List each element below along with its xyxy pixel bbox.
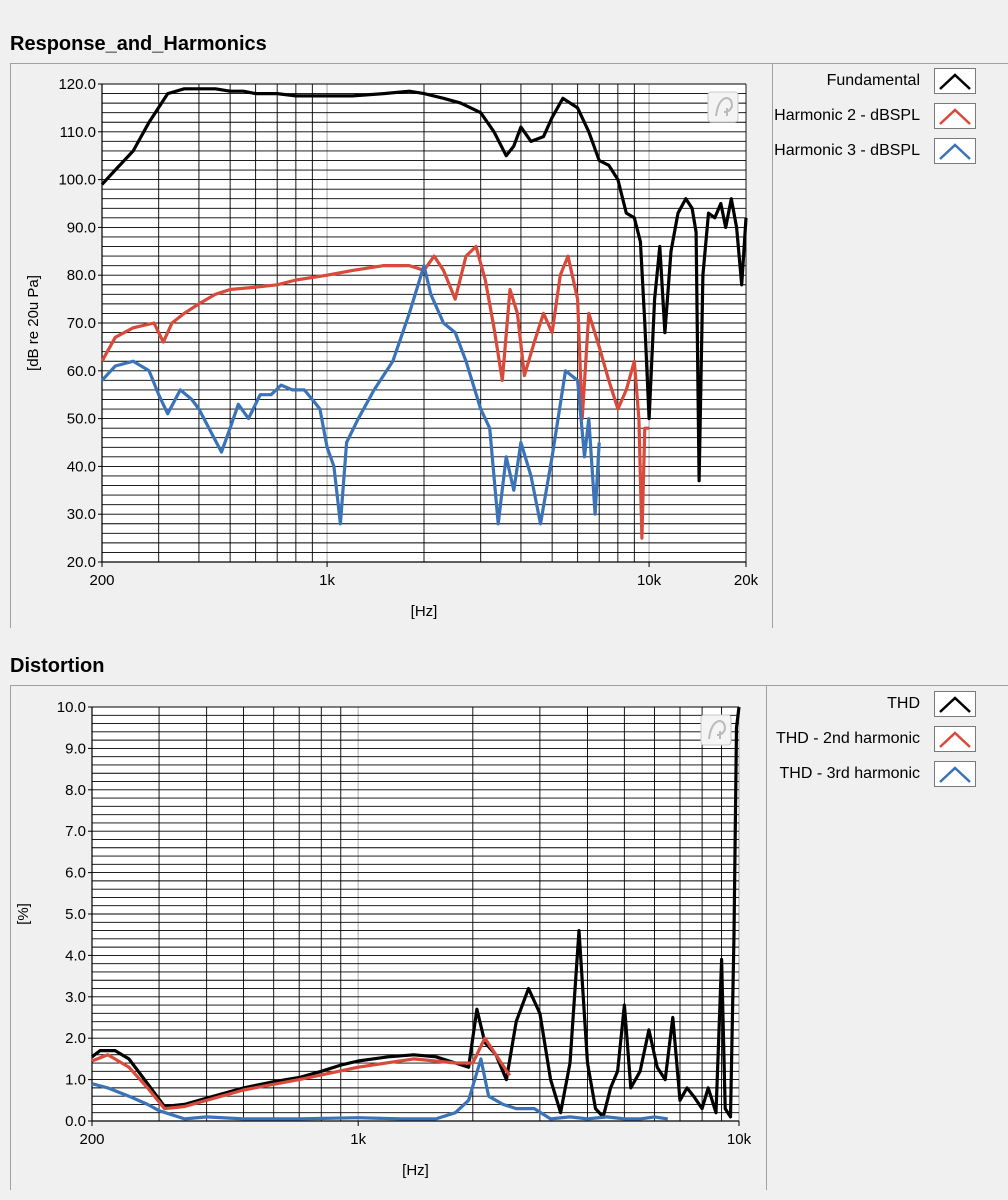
chart2-y-tick-label: 1.0	[65, 1072, 86, 1089]
chart1-y-tick-label: 70.0	[67, 315, 96, 332]
chart2-y-tick-label: 9.0	[65, 740, 86, 757]
chart2-y-tick-label: 3.0	[65, 989, 86, 1006]
chart2-legend-label: THD - 2nd harmonic	[775, 730, 920, 747]
chart2-panel-left-border	[10, 685, 11, 1190]
chart1-legend-swatch-icon	[934, 68, 976, 94]
chart1-plot: 20.0 30.0 40.0 50.0 60.0 70.0 80.0 90.0 100.0 110…	[25, 76, 759, 620]
chart1-legend: Fundamental Harmonic 2 - dBSPL Harmonic 3 …	[772, 66, 976, 166]
chart1-legend-label: Harmonic 3 - dBSPL	[774, 142, 920, 159]
chart2-x-axis-label: [Hz]	[402, 1162, 429, 1179]
chart1-plot-tool-icon[interactable]	[707, 91, 739, 123]
chart1-y-tick-label: 120.0	[58, 76, 96, 93]
chart1-series-line-2	[100, 244, 650, 540]
chart1-legend-item[interactable]: Fundamental	[827, 66, 976, 96]
chart1-y-tick-label: 80.0	[67, 267, 96, 284]
chart1-title: Response_and_Harmonics	[10, 33, 267, 55]
chart2-y-tick-label: 10.0	[57, 699, 86, 716]
chart1-y-tick-label: 50.0	[67, 411, 96, 428]
chart2-legend-item[interactable]: THD	[887, 689, 976, 719]
chart2-panel-top-border	[10, 685, 1008, 686]
chart2-y-axis-label: [%]	[15, 903, 32, 925]
chart2-y-tick-label: 8.0	[65, 782, 86, 799]
chart2-series-line-1	[91, 706, 741, 1119]
chart1-x-tick-label: 200	[89, 572, 114, 589]
chart2-plot-tool-icon[interactable]	[700, 714, 732, 746]
chart2-y-tick-label: 4.0	[65, 947, 86, 964]
chart2-series-line-3	[91, 1057, 669, 1121]
chart2-legend-label: THD	[887, 695, 920, 712]
chart2-legend-swatch-icon	[934, 761, 976, 787]
chart1-legend-swatch-icon	[934, 138, 976, 164]
chart1-panel-top-border	[10, 63, 1008, 64]
chart2-y-tick-label: 2.0	[65, 1030, 86, 1047]
chart1-y-tick-label: 60.0	[67, 363, 96, 380]
chart2-legend-swatch-icon	[934, 726, 976, 752]
chart1-x-axis-label: [Hz]	[411, 603, 438, 620]
chart1-legend-item[interactable]: Harmonic 2 - dBSPL	[774, 101, 976, 131]
chart1-y-tick-label: 40.0	[67, 458, 96, 475]
chart1-x-tick-label: 20k	[734, 572, 759, 589]
chart2-legend-separator	[766, 685, 767, 1190]
chart2-x-tick-label: 1k	[350, 1131, 366, 1148]
chart1-x-tick-label: 1k	[319, 572, 335, 589]
chart2-legend-swatch-icon	[934, 691, 976, 717]
chart2-y-tick-label: 7.0	[65, 823, 86, 840]
chart1-series-line-3	[100, 264, 601, 526]
chart2-legend-label: THD - 3rd harmonic	[779, 765, 920, 782]
chart1-y-tick-label: 100.0	[58, 172, 96, 189]
chart1-y-tick-label: 90.0	[67, 219, 96, 236]
chart2-y-tick-label: 0.0	[65, 1113, 86, 1130]
chart1-y-tick-label: 30.0	[67, 506, 96, 523]
chart1-legend-item[interactable]: Harmonic 3 - dBSPL	[774, 136, 976, 166]
chart1-y-tick-label: 20.0	[67, 554, 96, 571]
chart1-panel-left-border	[10, 63, 11, 628]
chart1-legend-label: Harmonic 2 - dBSPL	[774, 107, 920, 124]
chart2-grid	[91, 706, 740, 1122]
chart1-legend-label: Fundamental	[826, 72, 920, 89]
chart2-x-tick-label: 10k	[727, 1131, 752, 1148]
chart2-legend: THD THD - 2nd harmonic THD - 3rd harmonic	[766, 689, 976, 789]
chart2-title: Distortion	[10, 655, 105, 677]
chart1-y-axis-label: [dB re 20u Pa]	[25, 275, 42, 371]
chart2-x-tick-label: 200	[79, 1131, 104, 1148]
chart1-legend-separator	[772, 63, 773, 628]
chart1-series-line-1	[100, 87, 748, 483]
chart2-series-line-2	[91, 1036, 512, 1111]
chart1-x-tick-label: 10k	[637, 572, 662, 589]
chart2-y-tick-label: 6.0	[65, 865, 86, 882]
chart2-y-tick-label: 5.0	[65, 906, 86, 923]
chart1-legend-swatch-icon	[934, 103, 976, 129]
chart2-legend-item[interactable]: THD - 3rd harmonic	[780, 759, 976, 789]
chart2-legend-item[interactable]: THD - 2nd harmonic	[776, 724, 976, 754]
chart1-y-tick-label: 110.0	[60, 124, 96, 141]
